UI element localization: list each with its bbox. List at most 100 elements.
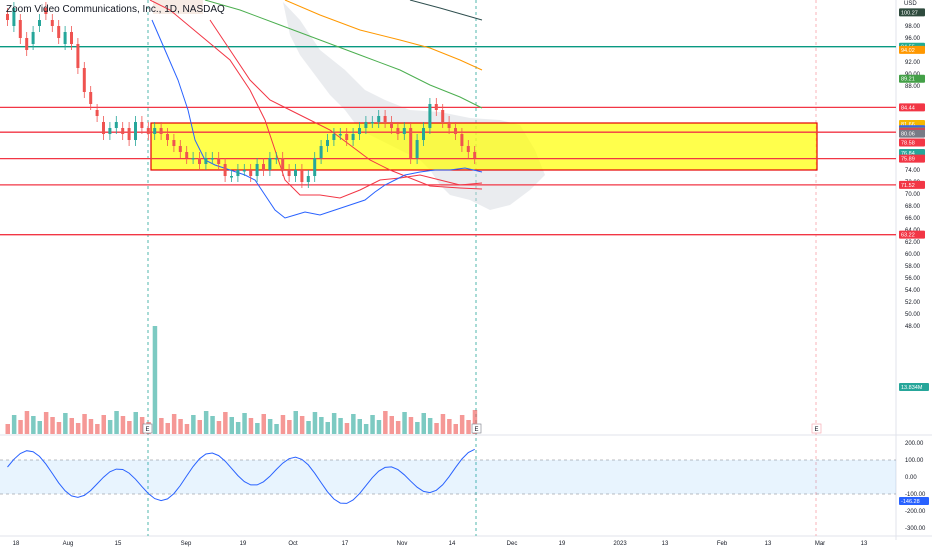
volume-badge-label: 13.834M bbox=[901, 385, 923, 391]
earnings-flag-1[interactable] bbox=[142, 423, 153, 434]
candle-body bbox=[185, 152, 189, 158]
candle-body bbox=[50, 20, 54, 26]
earnings-flag-3[interactable] bbox=[811, 423, 822, 434]
ma-green-line bbox=[204, 0, 483, 109]
candle-body bbox=[255, 164, 259, 176]
volume-bar bbox=[440, 414, 446, 434]
price-badge bbox=[899, 230, 925, 239]
candle-body bbox=[326, 140, 329, 146]
y-tick-label: 50.00 bbox=[905, 312, 921, 318]
supply-zone[interactable] bbox=[150, 122, 818, 171]
candle-body bbox=[447, 122, 451, 128]
candle-body bbox=[63, 32, 67, 44]
volume-bar bbox=[459, 415, 465, 434]
candle-body bbox=[70, 32, 73, 44]
volume-bar bbox=[434, 423, 439, 434]
volume-bar bbox=[43, 412, 49, 434]
x-tick-label: 18 bbox=[13, 541, 20, 547]
candle-body bbox=[25, 38, 29, 50]
oscillator-axis: 200.00 100.00 0.00 -100.00 -200.00 -300.00 bbox=[905, 441, 926, 532]
candle-body bbox=[12, 8, 16, 26]
candle-body bbox=[415, 140, 419, 158]
x-tick-label: 13 bbox=[861, 541, 868, 547]
y-tick-label: 96.00 bbox=[905, 36, 921, 42]
price-badge-label: 71.52 bbox=[901, 183, 915, 189]
volume-bar bbox=[88, 419, 94, 434]
earnings-flag-2[interactable] bbox=[471, 423, 482, 434]
volume-bar bbox=[357, 419, 362, 434]
candle-body bbox=[146, 128, 150, 134]
main-pane-bg bbox=[0, 0, 896, 434]
candle-body bbox=[114, 122, 118, 128]
candle-body bbox=[210, 158, 214, 160]
x-tick-label: 19 bbox=[559, 541, 566, 547]
price-badge-label: 89.21 bbox=[901, 77, 915, 83]
y-tick-label: 54.00 bbox=[905, 288, 921, 294]
candle-body bbox=[166, 134, 169, 140]
oscillator-tick-label: -300.00 bbox=[905, 526, 926, 532]
price-badge-label: 75.89 bbox=[901, 157, 915, 163]
volume-bar bbox=[376, 420, 382, 434]
volume-bar bbox=[50, 417, 55, 434]
candle-body bbox=[441, 110, 445, 122]
candle-body bbox=[268, 158, 272, 170]
volume-bar bbox=[216, 421, 222, 434]
candle-body bbox=[287, 170, 291, 176]
volume-bar bbox=[229, 417, 234, 434]
candle-body bbox=[281, 158, 285, 170]
x-tick-label: Aug bbox=[63, 541, 74, 547]
candle-body bbox=[466, 146, 470, 152]
candle-body bbox=[351, 134, 355, 140]
price-badge bbox=[899, 74, 925, 83]
volume-bar bbox=[101, 415, 106, 434]
volume-bar bbox=[75, 423, 81, 434]
volume-bar bbox=[344, 423, 350, 434]
candle-body bbox=[89, 92, 93, 104]
x-tick-label: 13 bbox=[765, 541, 772, 547]
y-tick-label: 68.00 bbox=[905, 204, 921, 210]
price-badge-label: 76.84 bbox=[901, 151, 915, 157]
volume-bar bbox=[274, 424, 279, 434]
oscillator-tick-label: 100.00 bbox=[905, 458, 924, 464]
volume-bar bbox=[120, 416, 126, 434]
volume-bar bbox=[139, 417, 145, 434]
horizontal-levels bbox=[0, 46, 896, 236]
candle-body bbox=[300, 170, 304, 182]
volume-bar bbox=[453, 424, 458, 434]
volume-bar bbox=[235, 422, 241, 434]
volume-bar bbox=[197, 420, 202, 434]
volume-bar bbox=[210, 416, 215, 434]
price-badge bbox=[899, 180, 925, 189]
volume-bar bbox=[299, 416, 305, 434]
candle-body bbox=[262, 164, 265, 170]
candle-body bbox=[383, 116, 387, 122]
candle-body bbox=[76, 44, 80, 68]
candle-body bbox=[319, 146, 323, 158]
volume-bar bbox=[293, 411, 298, 434]
volume-bar bbox=[24, 411, 30, 434]
x-tick-label: 19 bbox=[240, 541, 247, 547]
candle-body bbox=[377, 116, 381, 122]
candle-body bbox=[57, 26, 61, 38]
volume-bar bbox=[280, 415, 286, 434]
candle-body bbox=[198, 158, 201, 164]
candle-body bbox=[217, 158, 221, 164]
volume-bar bbox=[191, 415, 196, 434]
candle-body bbox=[409, 128, 413, 158]
earnings-flag-3-label: E bbox=[815, 427, 819, 433]
candle-body bbox=[95, 110, 99, 116]
y-tick-label: 60.00 bbox=[905, 252, 921, 258]
candle-body bbox=[159, 128, 163, 134]
y-tick-label: 66.00 bbox=[905, 216, 921, 222]
candle-body bbox=[223, 164, 227, 176]
price-badge-label: 84.44 bbox=[901, 105, 915, 111]
volume-bar bbox=[165, 423, 170, 434]
volume-bar bbox=[408, 417, 414, 434]
candle-body bbox=[249, 170, 253, 176]
y-axis: 98.0096.0092.0090.0088.0074.0072.0070.00… bbox=[905, 24, 921, 330]
y-tick-label: 58.00 bbox=[905, 264, 921, 270]
price-badge-label: 100.27 bbox=[901, 10, 918, 16]
cloud-shape-top bbox=[153, 0, 203, 14]
y-tick-label: 48.00 bbox=[905, 324, 921, 330]
